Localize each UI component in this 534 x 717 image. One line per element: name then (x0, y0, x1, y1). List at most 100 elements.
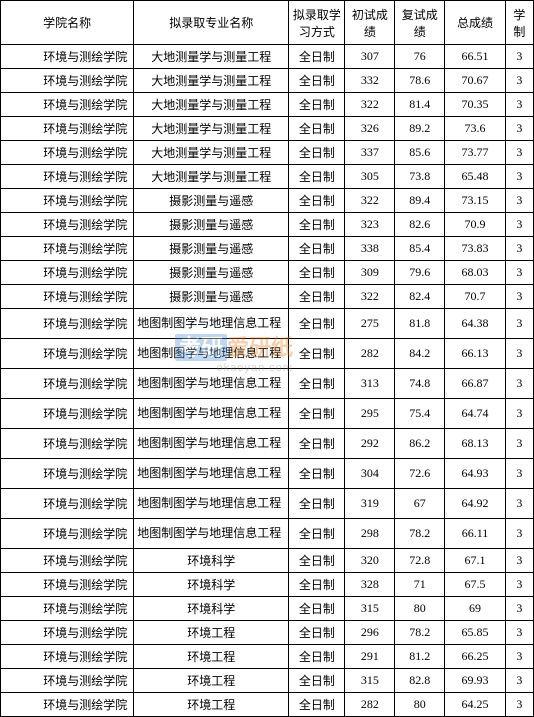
table-row: 环境与测绘学院环境工程全日制29181.266.253 (1, 645, 534, 669)
cell-mode: 全日制 (289, 309, 345, 339)
cell-total: 64.74 (445, 399, 506, 429)
cell-years: 3 (505, 117, 533, 141)
cell-years: 3 (505, 339, 533, 369)
cell-years: 3 (505, 573, 533, 597)
table-row: 环境与测绘学院大地测量学与测量工程全日制32689.273.63 (1, 117, 534, 141)
cell-college: 环境与测绘学院 (1, 339, 134, 369)
cell-score2: 72.6 (395, 459, 445, 489)
cell-years: 3 (505, 213, 533, 237)
cell-score2: 76 (395, 45, 445, 69)
table-header-row: 学院名称 拟录取专业名称 拟录取学习方式 初试成绩 复试成绩 总成绩 学制 (1, 1, 534, 45)
cell-college: 环境与测绘学院 (1, 189, 134, 213)
cell-score1: 282 (345, 339, 395, 369)
table-row: 环境与测绘学院环境工程全日制31582.869.933 (1, 669, 534, 693)
cell-score2: 82.8 (395, 669, 445, 693)
cell-score1: 323 (345, 213, 395, 237)
cell-college: 环境与测绘学院 (1, 165, 134, 189)
cell-total: 73.6 (445, 117, 506, 141)
cell-major: 大地测量学与测量工程 (134, 165, 289, 189)
cell-college: 环境与测绘学院 (1, 45, 134, 69)
cell-mode: 全日制 (289, 369, 345, 399)
cell-mode: 全日制 (289, 645, 345, 669)
cell-major: 地图制图学与地理信息工程 (134, 519, 289, 549)
table-row: 环境与测绘学院大地测量学与测量工程全日制32281.470.353 (1, 93, 534, 117)
cell-college: 环境与测绘学院 (1, 519, 134, 549)
cell-score2: 86.2 (395, 429, 445, 459)
cell-major: 地图制图学与地理信息工程 (134, 459, 289, 489)
table-row: 环境与测绘学院环境工程全日制2828064.253 (1, 693, 534, 717)
table-row: 环境与测绘学院摄影测量与遥感全日制30979.668.033 (1, 261, 534, 285)
cell-mode: 全日制 (289, 621, 345, 645)
cell-major: 大地测量学与测量工程 (134, 117, 289, 141)
cell-years: 3 (505, 69, 533, 93)
cell-score1: 337 (345, 141, 395, 165)
cell-years: 3 (505, 285, 533, 309)
cell-years: 3 (505, 141, 533, 165)
cell-mode: 全日制 (289, 597, 345, 621)
cell-college: 环境与测绘学院 (1, 117, 134, 141)
cell-major: 大地测量学与测量工程 (134, 93, 289, 117)
cell-college: 环境与测绘学院 (1, 261, 134, 285)
cell-score1: 313 (345, 369, 395, 399)
cell-major: 环境科学 (134, 549, 289, 573)
cell-years: 3 (505, 459, 533, 489)
cell-score1: 295 (345, 399, 395, 429)
cell-years: 3 (505, 189, 533, 213)
cell-mode: 全日制 (289, 141, 345, 165)
cell-years: 3 (505, 669, 533, 693)
table-row: 环境与测绘学院环境科学全日制3287167.53 (1, 573, 534, 597)
cell-score1: 338 (345, 237, 395, 261)
cell-total: 67.1 (445, 549, 506, 573)
cell-college: 环境与测绘学院 (1, 93, 134, 117)
table-row: 环境与测绘学院大地测量学与测量工程全日制33278.670.673 (1, 69, 534, 93)
cell-total: 67.5 (445, 573, 506, 597)
cell-total: 64.93 (445, 459, 506, 489)
cell-total: 65.85 (445, 621, 506, 645)
cell-years: 3 (505, 549, 533, 573)
cell-college: 环境与测绘学院 (1, 549, 134, 573)
cell-score2: 67 (395, 489, 445, 519)
table-body: 环境与测绘学院大地测量学与测量工程全日制3077666.513环境与测绘学院大地… (1, 45, 534, 717)
cell-college: 环境与测绘学院 (1, 459, 134, 489)
table-row: 环境与测绘学院地图制图学与地理信息工程全日制3196764.923 (1, 489, 534, 519)
table-row: 环境与测绘学院大地测量学与测量工程全日制33785.673.773 (1, 141, 534, 165)
cell-score2: 89.4 (395, 189, 445, 213)
cell-major: 摄影测量与遥感 (134, 285, 289, 309)
cell-total: 69.93 (445, 669, 506, 693)
cell-score1: 296 (345, 621, 395, 645)
cell-score2: 85.4 (395, 237, 445, 261)
cell-years: 3 (505, 489, 533, 519)
cell-years: 3 (505, 399, 533, 429)
cell-years: 3 (505, 165, 533, 189)
cell-major: 环境工程 (134, 645, 289, 669)
cell-score2: 73.8 (395, 165, 445, 189)
cell-score2: 80 (395, 597, 445, 621)
table-row: 环境与测绘学院环境科学全日制32072.867.13 (1, 549, 534, 573)
table-row: 环境与测绘学院摄影测量与遥感全日制32382.670.93 (1, 213, 534, 237)
cell-years: 3 (505, 597, 533, 621)
cell-college: 环境与测绘学院 (1, 669, 134, 693)
cell-score1: 292 (345, 429, 395, 459)
cell-major: 大地测量学与测量工程 (134, 141, 289, 165)
cell-mode: 全日制 (289, 285, 345, 309)
cell-years: 3 (505, 645, 533, 669)
cell-college: 环境与测绘学院 (1, 309, 134, 339)
cell-major: 摄影测量与遥感 (134, 237, 289, 261)
cell-total: 66.25 (445, 645, 506, 669)
cell-years: 3 (505, 621, 533, 645)
cell-college: 环境与测绘学院 (1, 429, 134, 459)
cell-score1: 291 (345, 645, 395, 669)
cell-mode: 全日制 (289, 261, 345, 285)
cell-total: 73.15 (445, 189, 506, 213)
cell-years: 3 (505, 429, 533, 459)
cell-college: 环境与测绘学院 (1, 597, 134, 621)
cell-major: 环境科学 (134, 573, 289, 597)
cell-score2: 81.8 (395, 309, 445, 339)
table-row: 环境与测绘学院地图制图学与地理信息工程全日制29286.268.133 (1, 429, 534, 459)
cell-major: 地图制图学与地理信息工程 (134, 309, 289, 339)
cell-mode: 全日制 (289, 117, 345, 141)
table-row: 环境与测绘学院大地测量学与测量工程全日制3077666.513 (1, 45, 534, 69)
cell-score2: 81.4 (395, 93, 445, 117)
table-row: 环境与测绘学院地图制图学与地理信息工程全日制30472.664.933 (1, 459, 534, 489)
cell-major: 大地测量学与测量工程 (134, 45, 289, 69)
